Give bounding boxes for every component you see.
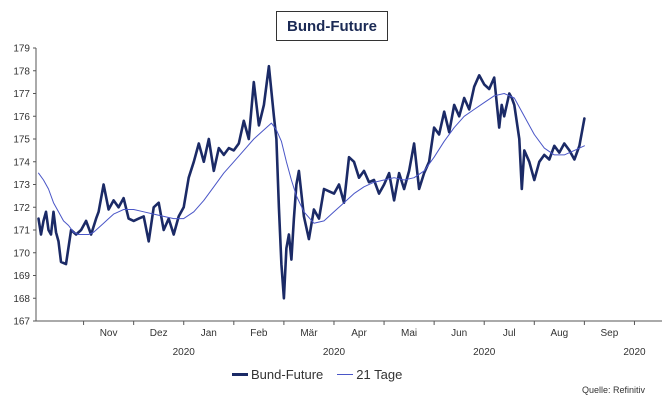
- x-year-label: 2020: [323, 347, 346, 358]
- y-tick-label: 171: [13, 226, 30, 237]
- x-year-label: 2020: [173, 347, 196, 358]
- x-month-label: Mai: [401, 328, 417, 339]
- y-tick-label: 167: [13, 317, 30, 328]
- y-tick-label: 172: [13, 203, 30, 214]
- series-line-21-tage: [38, 93, 585, 235]
- y-tick-label: 176: [13, 112, 30, 123]
- y-tick-label: 178: [13, 66, 30, 77]
- x-month-label: Feb: [250, 328, 268, 339]
- x-month-label: Sep: [601, 328, 619, 339]
- x-month-label: Mär: [300, 328, 318, 339]
- x-year-label: 2020: [473, 347, 496, 358]
- x-month-label: Nov: [100, 328, 118, 339]
- y-axis-ticks: 167 168 169 170 171 172 173 174 175 176 177 178 179: [13, 44, 36, 328]
- x-month-label: Jun: [451, 328, 467, 339]
- x-year-label: 2020: [623, 347, 646, 358]
- legend-label-21-tage: 21 Tage: [356, 367, 403, 382]
- legend-item-21-tage: 21 Tage: [337, 367, 402, 382]
- legend-item-bund-future: Bund-Future: [232, 367, 323, 382]
- x-month-label: Dez: [150, 328, 168, 339]
- legend-label-bund-future: Bund-Future: [251, 367, 324, 382]
- y-tick-label: 173: [13, 180, 30, 191]
- y-tick-label: 168: [13, 294, 30, 305]
- y-tick-label: 170: [13, 248, 30, 259]
- series-line-bund-future: [37, 64, 586, 300]
- x-month-label: Jan: [201, 328, 217, 339]
- y-tick-label: 169: [13, 271, 30, 282]
- chart-title: Bund-Future: [276, 11, 388, 41]
- y-tick-label: 175: [13, 135, 30, 146]
- chart-axes: [35, 48, 662, 322]
- legend-swatch-bund-future: [232, 373, 248, 376]
- y-tick-label: 177: [13, 89, 30, 100]
- y-tick-label: 174: [13, 157, 30, 168]
- x-axis-labels: Nov Dez Jan Feb Mär Apr Mai Jun Jul Aug Sep 2020 202…: [83, 321, 646, 358]
- series-lines: [37, 64, 586, 300]
- chart-legend: Bund-Future 21 Tage: [232, 367, 416, 382]
- x-month-label: Jul: [503, 328, 516, 339]
- legend-swatch-21-tage: [337, 374, 354, 375]
- y-tick-label: 179: [13, 44, 30, 55]
- x-month-label: Apr: [351, 328, 367, 339]
- source-note: Quelle: Refinitiv: [582, 385, 646, 395]
- x-month-label: Aug: [550, 328, 568, 339]
